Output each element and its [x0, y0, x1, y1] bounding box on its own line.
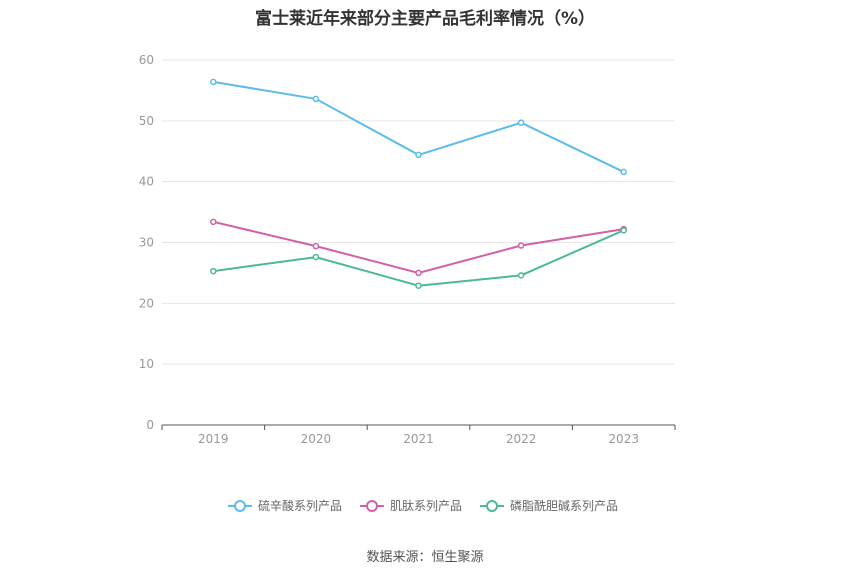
legend-label: 肌肽系列产品: [390, 498, 462, 513]
grid-lines: [162, 59, 675, 365]
legend-marker-icon: [366, 500, 378, 512]
x-tick-label: 2023: [608, 432, 639, 446]
y-tick-label: 30: [139, 236, 154, 250]
data-point[interactable]: [210, 218, 217, 226]
data-point[interactable]: [415, 151, 422, 159]
data-point[interactable]: [517, 242, 525, 249]
legend-label: 硫辛酸系列产品: [258, 498, 342, 513]
series-3: [210, 227, 627, 289]
axes: 0 10 20 30 40 50 60 2019 2020 2021 2022 2023: [139, 53, 676, 446]
data-point[interactable]: [312, 242, 320, 250]
series-layer: [210, 78, 627, 289]
data-point[interactable]: [415, 269, 422, 277]
data-point[interactable]: [517, 272, 525, 279]
data-source: 数据来源：恒生聚源: [366, 550, 484, 565]
x-tick-label: 2021: [403, 432, 434, 446]
series-line: [213, 80, 625, 173]
legend-item-2[interactable]: 肌肽系列产品: [360, 498, 462, 513]
series-line: [213, 220, 624, 274]
y-tick-label: 40: [139, 175, 154, 189]
y-tick-label: 20: [139, 296, 154, 310]
data-point[interactable]: [210, 267, 217, 275]
data-point[interactable]: [210, 78, 217, 86]
chart-title: 富士莱近年来部分主要产品毛利率情况（%）: [254, 9, 596, 29]
data-point[interactable]: [312, 253, 320, 261]
data-point[interactable]: [415, 282, 422, 289]
data-point[interactable]: [312, 95, 320, 103]
x-tick-label: 2020: [301, 432, 332, 446]
y-tick-label: 60: [139, 53, 154, 67]
y-tick-label: 0: [146, 418, 154, 432]
series-2: [210, 218, 627, 277]
legend-item-3[interactable]: 磷脂酰胆碱系列产品: [480, 498, 618, 513]
data-point[interactable]: [620, 168, 627, 176]
legend-item-1[interactable]: 硫辛酸系列产品: [228, 498, 342, 513]
x-tick-label: 2022: [506, 432, 537, 446]
data-point[interactable]: [620, 227, 627, 234]
legend-marker-icon: [234, 500, 246, 512]
data-point[interactable]: [517, 119, 525, 126]
y-tick-label: 10: [139, 357, 154, 371]
series-1: [210, 78, 627, 176]
legend: 硫辛酸系列产品 肌肽系列产品 磷脂酰胆碱系列产品: [228, 498, 618, 513]
y-tick-label: 50: [139, 114, 154, 128]
legend-label: 磷脂酰胆碱系列产品: [510, 498, 618, 513]
legend-marker-icon: [486, 500, 498, 512]
x-tick-label: 2019: [198, 432, 229, 446]
